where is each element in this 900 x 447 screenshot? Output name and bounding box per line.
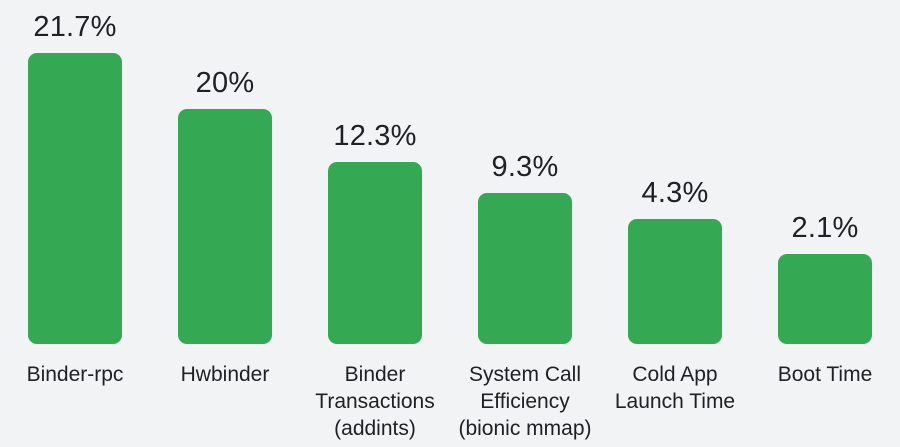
bar-plot-area: 12.3%	[300, 0, 450, 344]
bar-category-label: Binder Transactions (addints)	[315, 361, 434, 442]
category-label-line: Cold App	[632, 363, 718, 386]
bar-category-label: Binder-rpc	[27, 361, 124, 388]
bar-column: 21.7% Binder-rpc	[0, 0, 150, 447]
bar-column: 4.3% Cold App Launch Time	[600, 0, 750, 447]
bar-plot-area: 4.3%	[600, 0, 750, 344]
bar-plot-area: 20%	[150, 0, 300, 344]
bar	[478, 193, 572, 344]
bar-plot-area: 9.3%	[450, 0, 600, 344]
bar-value-label: 21.7%	[33, 11, 117, 43]
category-label-line: Binder	[344, 363, 406, 386]
bar-value-label: 12.3%	[333, 120, 417, 152]
bar-category-label: Boot Time	[778, 361, 873, 388]
category-label-line: Binder-rpc	[26, 363, 124, 386]
bar-value-label: 20%	[195, 67, 255, 99]
bar-plot-area: 2.1%	[750, 0, 900, 344]
bar-category-label: Cold App Launch Time	[615, 361, 735, 415]
category-label-line: Efficiency	[480, 390, 570, 413]
bar-column: 2.1% Boot Time	[750, 0, 900, 447]
category-label-line: (bionic mmap)	[458, 417, 592, 440]
bar	[28, 53, 122, 344]
bar-value-label: 9.3%	[491, 151, 559, 183]
category-label-line: System Call	[468, 363, 581, 386]
category-label-line: Hwbinder	[180, 363, 270, 386]
bar-column: 12.3% Binder Transactions (addints)	[300, 0, 450, 447]
bar-value-label: 2.1%	[791, 212, 859, 244]
bar-category-label: System Call Efficiency (bionic mmap)	[458, 361, 591, 442]
bar-category-label: Hwbinder	[181, 361, 270, 388]
category-label-line: Transactions	[315, 390, 435, 413]
bar	[628, 219, 722, 344]
bar-value-label: 4.3%	[641, 177, 709, 209]
category-label-line: Launch Time	[614, 390, 736, 413]
bar	[178, 109, 272, 344]
bar-plot-area: 21.7%	[0, 0, 150, 344]
bar	[778, 254, 872, 344]
bar	[328, 162, 422, 344]
bar-column: 20% Hwbinder	[150, 0, 300, 447]
category-label-line: (addints)	[334, 417, 416, 440]
category-label-line: Boot Time	[777, 363, 873, 386]
bar-column: 9.3% System Call Efficiency (bionic mmap)	[450, 0, 600, 447]
